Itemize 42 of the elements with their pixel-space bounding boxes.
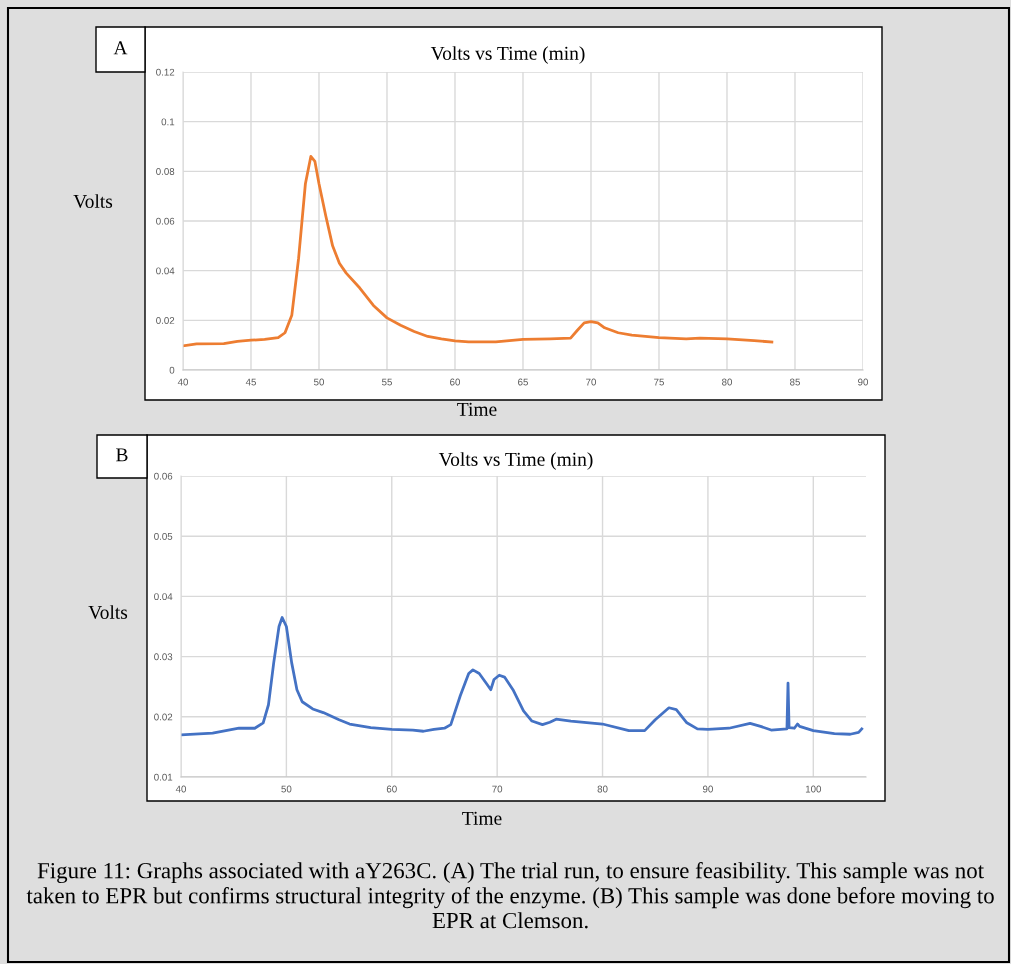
y-tick-label: 0.02 [156, 317, 175, 324]
x-tick-label: 40 [177, 378, 189, 386]
line-series [183, 155, 774, 348]
y-axis-title: Volts [73, 194, 113, 208]
y-tick-label: 0.03 [154, 653, 173, 661]
y-tick-label: 0.1 [161, 118, 175, 126]
y-tick-label: 0.04 [154, 593, 173, 601]
y-tick-label: 0 [169, 366, 175, 374]
x-tick-label: 75 [654, 378, 664, 386]
line-series [181, 616, 864, 737]
y-tick-label: 0.01 [154, 773, 173, 781]
x-tick-label: 50 [313, 378, 325, 386]
y-tick-label: 0.05 [154, 532, 173, 540]
chart-title: Volts vs Time (min) [430, 46, 585, 64]
x-tick-label: 90 [858, 378, 869, 386]
x-tick-label: 65 [518, 378, 528, 386]
y-tick-label: 0.06 [156, 217, 175, 225]
y-axis-title: Volts [88, 605, 128, 619]
x-tick-label: 55 [381, 378, 392, 386]
x-tick-label: 100 [805, 785, 822, 793]
chart-title: Volts vs Time (min) [438, 452, 593, 470]
x-tick-label: 40 [175, 785, 187, 793]
x-axis-title: Time [457, 402, 497, 416]
caption: Figure 11: Graphs associated with aY263C. (A) The trial run, to ensure feasibility. This sample was not taken to EPR but confirms structural integrity of the enzyme. (B) This sample was done before moving to EPR at Clemson. [26, 862, 994, 929]
x-tick-label: 85 [790, 378, 800, 386]
x-tick-label: 60 [386, 785, 397, 793]
y-tick-label: 0.12 [156, 68, 175, 76]
text: B [116, 448, 128, 462]
x-tick-label: 60 [450, 378, 461, 386]
x-axis-title: Time [462, 811, 502, 825]
y-tick-label: 0.02 [154, 713, 173, 721]
x-tick-label: 45 [245, 378, 256, 386]
x-tick-label: 90 [702, 785, 713, 793]
y-tick-label: 0.06 [154, 472, 173, 480]
x-tick-label: 80 [597, 785, 608, 793]
y-tick-label: 0.08 [156, 168, 175, 175]
x-tick-label: 80 [722, 378, 733, 386]
text: A [113, 41, 128, 55]
y-tick-label: 0.04 [156, 267, 175, 275]
x-tick-label: 70 [492, 785, 503, 793]
x-tick-label: 70 [586, 378, 597, 386]
x-tick-label: 50 [281, 785, 292, 793]
